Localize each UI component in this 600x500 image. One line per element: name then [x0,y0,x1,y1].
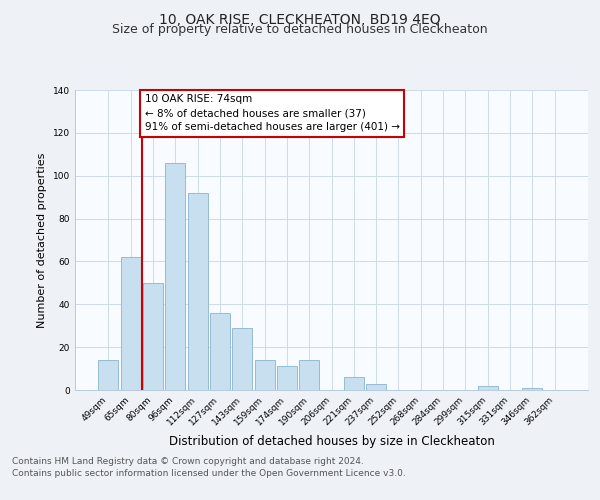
Text: Contains public sector information licensed under the Open Government Licence v3: Contains public sector information licen… [12,469,406,478]
Bar [366,384,386,390]
Bar [299,360,319,390]
Text: Size of property relative to detached houses in Cleckheaton: Size of property relative to detached ho… [112,22,488,36]
Bar [98,360,118,390]
Bar [344,377,364,390]
Bar [143,283,163,390]
Bar [210,313,230,390]
Y-axis label: Number of detached properties: Number of detached properties [37,152,47,328]
Bar [165,163,185,390]
Bar [277,366,297,390]
Text: 10 OAK RISE: 74sqm
← 8% of detached houses are smaller (37)
91% of semi-detached: 10 OAK RISE: 74sqm ← 8% of detached hous… [145,94,400,132]
Bar [478,386,498,390]
Bar [232,328,252,390]
Bar [121,257,141,390]
Text: 10, OAK RISE, CLECKHEATON, BD19 4EQ: 10, OAK RISE, CLECKHEATON, BD19 4EQ [159,12,441,26]
Text: Contains HM Land Registry data © Crown copyright and database right 2024.: Contains HM Land Registry data © Crown c… [12,458,364,466]
Bar [522,388,542,390]
X-axis label: Distribution of detached houses by size in Cleckheaton: Distribution of detached houses by size … [169,436,494,448]
Bar [188,193,208,390]
Bar [254,360,275,390]
